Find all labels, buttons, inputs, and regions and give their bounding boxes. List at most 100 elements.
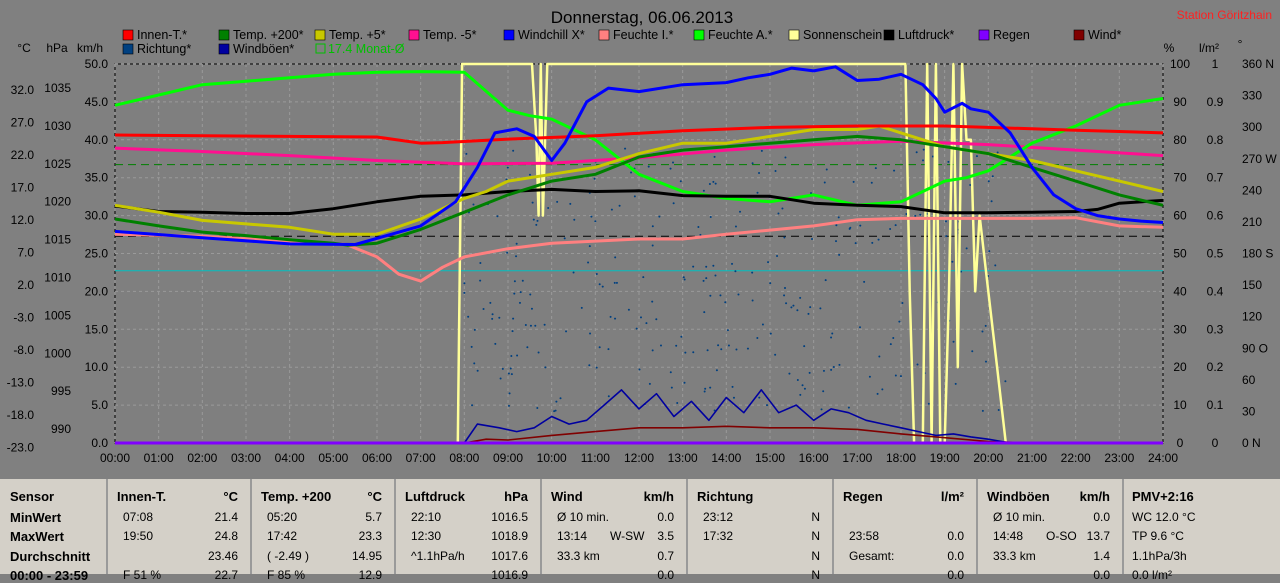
richtung-point xyxy=(680,335,683,338)
wind-row-2-label: 33.3 km xyxy=(557,549,600,563)
richtung-point xyxy=(521,279,524,282)
richtung-point xyxy=(922,148,925,151)
hpa-tick-label: 1005 xyxy=(44,308,71,322)
regen-panel: Regen l/m² 23:58 0.0 Gesamt: 0.0 0.0 xyxy=(834,479,978,582)
richtung-point xyxy=(524,324,527,327)
richtung-point xyxy=(954,382,957,385)
richtung-point xyxy=(709,294,712,297)
temp200-unit: °C xyxy=(367,489,382,504)
richtung-point xyxy=(544,366,547,369)
innen-row-0-label: 07:08 xyxy=(123,510,154,524)
luftdruck-row-2-label: ^1.1hPa/h xyxy=(411,549,465,563)
richtung-point xyxy=(702,189,705,192)
richtung-point xyxy=(774,353,777,356)
richtung-point xyxy=(981,409,984,412)
hour-tick-label: 01:00 xyxy=(144,451,174,465)
richtung-point xyxy=(837,216,840,219)
unit-percent: % xyxy=(1164,41,1175,55)
richtung-point xyxy=(784,286,787,289)
celsius-tick-label: 17.0 xyxy=(11,181,35,195)
row-label-range: 00:00 - 23:59 xyxy=(10,568,89,583)
axes: 50.045.040.035.030.025.020.015.010.05.00… xyxy=(7,57,1278,465)
richtung-point xyxy=(870,181,873,184)
unit-kmh: km/h xyxy=(77,41,103,55)
legend-label: Feuchte A.* xyxy=(708,28,773,42)
hour-tick-label: 11:00 xyxy=(581,451,610,465)
richtung-panel: Richtung 23:12 N 17:32 N N N xyxy=(688,479,834,582)
richtung-point xyxy=(651,300,654,303)
richtung-point xyxy=(987,180,990,183)
richtung-point xyxy=(554,409,557,412)
luftdruck-row-3-value: 1016.9 xyxy=(491,568,528,582)
degree-tick-label: 330 xyxy=(1242,89,1262,103)
richtung-point xyxy=(532,218,535,221)
richtung-point xyxy=(735,348,738,351)
hour-tick-label: 22:00 xyxy=(1061,451,1091,465)
richtung-point xyxy=(624,147,627,150)
richtung-point xyxy=(788,372,791,375)
hour-tick-label: 15:00 xyxy=(755,451,785,465)
wind-row-3-value: 0.0 xyxy=(657,568,674,582)
richtung-point xyxy=(720,348,723,351)
rain-tick-label: 0.9 xyxy=(1207,95,1224,109)
richtung-point xyxy=(473,328,476,331)
richtung-point xyxy=(669,371,672,374)
hour-tick-label: 10:00 xyxy=(537,451,567,465)
windboeen-row-3-value: 0.0 xyxy=(1093,568,1110,582)
wind-header: Wind xyxy=(551,489,583,504)
richtung-point xyxy=(534,324,537,327)
windboeen-row-2-label: 33.3 km xyxy=(993,549,1036,563)
richtung-point xyxy=(758,171,761,174)
richtung-point xyxy=(609,315,612,318)
richtung-point xyxy=(799,296,802,299)
hour-tick-label: 20:00 xyxy=(973,451,1003,465)
richtung-point xyxy=(714,274,717,277)
richtung-point xyxy=(692,351,695,354)
richtung-point xyxy=(607,395,610,398)
wind-row-1-direction: W-SW xyxy=(610,529,645,543)
legend-swatch xyxy=(122,29,134,41)
richtung-point xyxy=(510,355,513,358)
richtung-point xyxy=(825,168,828,171)
richtung-row-1-value: N xyxy=(811,529,820,543)
rain-tick-label: 1 xyxy=(1212,57,1219,71)
regen-header: Regen xyxy=(843,489,883,504)
degree-tick-label: 210 xyxy=(1242,215,1262,229)
celsius-tick-label: 22.0 xyxy=(11,148,35,162)
legend-swatch xyxy=(788,29,800,41)
chart-title: Donnerstag, 06.06.2013 xyxy=(551,8,733,27)
richtung-point xyxy=(595,366,598,369)
wind-panel: Wind km/h Ø 10 min. 0.0 13:14 W-SW 3.5 33.3 km 0… xyxy=(542,479,688,582)
percent-tick-label: 60 xyxy=(1173,209,1187,223)
innen-row-3-value: 22.7 xyxy=(214,568,238,582)
richtung-point xyxy=(931,155,934,158)
innen-row-2-value: 23.46 xyxy=(207,549,238,563)
richtung-point xyxy=(638,368,641,371)
richtung-point xyxy=(824,279,827,282)
temp200-row-2-label: ( -2.49 ) xyxy=(267,549,310,563)
richtung-point xyxy=(537,351,540,354)
richtung-point xyxy=(507,372,510,375)
regen-row-1-label: 23:58 xyxy=(849,529,880,543)
hpa-tick-label: 1015 xyxy=(44,233,71,247)
richtung-point xyxy=(981,330,984,333)
richtung-point xyxy=(672,161,675,164)
percent-tick-label: 90 xyxy=(1173,95,1187,109)
percent-tick-label: 0 xyxy=(1177,436,1184,450)
percent-tick-label: 30 xyxy=(1173,322,1187,336)
richtung-point xyxy=(675,344,678,347)
rain-tick-label: 0.5 xyxy=(1207,247,1224,261)
celsius-tick-label: -3.0 xyxy=(13,311,34,325)
series-line-wind xyxy=(115,425,1163,444)
richtung-point xyxy=(543,323,546,326)
rain-tick-label: 0.6 xyxy=(1207,209,1224,223)
richtung-point xyxy=(838,253,841,256)
innen-unit: °C xyxy=(223,489,238,504)
hour-tick-label: 17:00 xyxy=(842,451,872,465)
richtung-point xyxy=(848,227,851,230)
richtung-point xyxy=(990,200,993,203)
legend-label: Innen-T.* xyxy=(137,28,187,42)
innen-row-1-label: 19:50 xyxy=(123,529,154,543)
kmh-tick-label: 30.0 xyxy=(85,209,109,223)
richtung-point xyxy=(859,224,862,227)
